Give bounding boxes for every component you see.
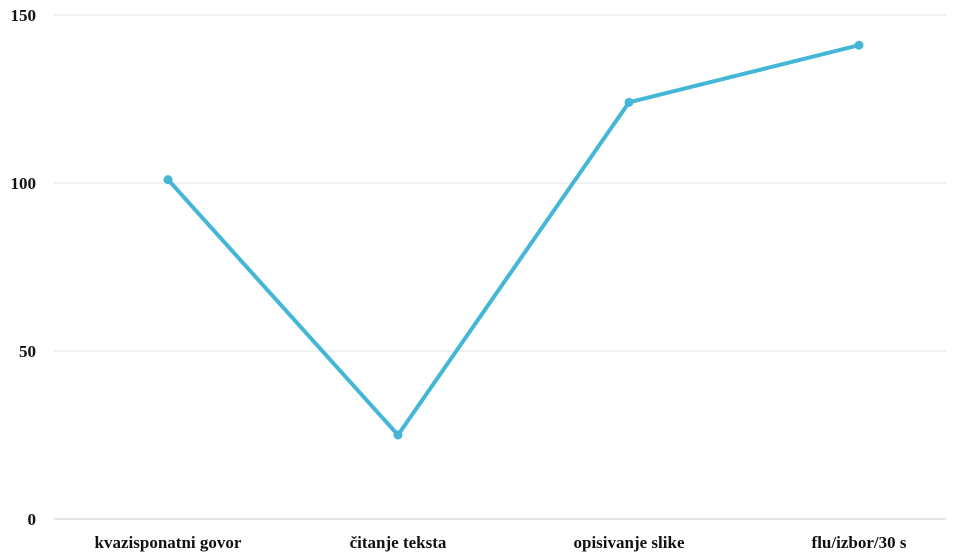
x-tick-label: flu/izbor/30 s [812,533,907,552]
x-tick-label: čitanje teksta [350,533,447,552]
x-tick-label: kvazisponatni govor [95,533,242,552]
x-tick-label: opisivanje slike [574,533,685,552]
series-line [166,43,861,437]
y-tick-label: 0 [28,510,37,529]
y-tick-label: 50 [19,342,36,361]
data-point [163,175,173,185]
data-point [624,97,634,107]
gridlines [54,14,946,520]
data-point [393,430,403,440]
y-tick-label: 150 [11,6,37,25]
y-axis-tick-labels: 0 50 100 150 [11,6,37,529]
data-point [854,40,864,50]
y-tick-label: 100 [11,174,37,193]
series-layer [163,40,864,440]
x-axis-tick-labels: kvazisponatni govor čitanje teksta opisiva… [95,533,907,552]
